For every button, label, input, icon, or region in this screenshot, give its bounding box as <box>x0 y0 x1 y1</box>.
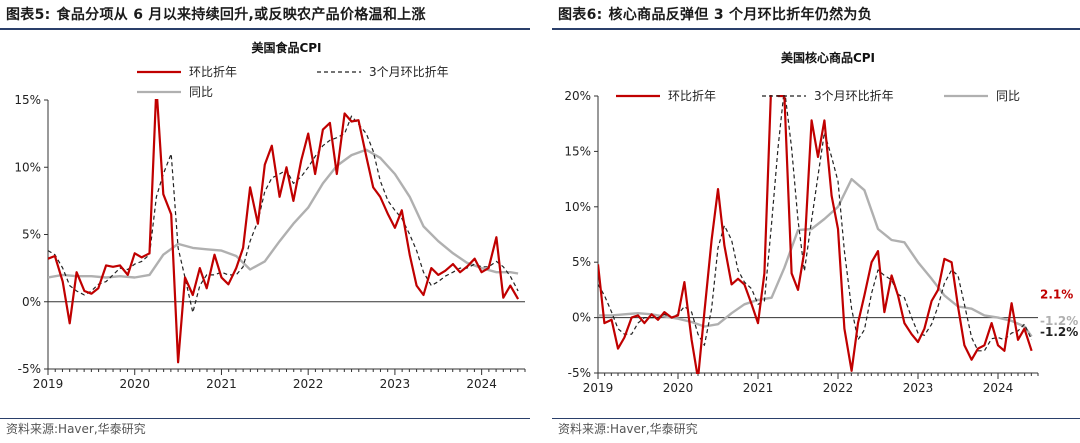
x-tick-label: 2022 <box>823 381 854 395</box>
x-tick-label: 2023 <box>380 377 411 391</box>
series-group <box>598 95 1033 374</box>
y-tick-label: 15% <box>14 93 41 107</box>
y-tick-label: 0% <box>572 311 591 325</box>
x-tick-label: 2019 <box>583 381 614 395</box>
figure-title-text: 核心商品反弹但 3 个月环比折年仍然为负 <box>608 7 873 23</box>
x-tick-label: 2024 <box>983 381 1014 395</box>
title-divider <box>0 28 530 30</box>
chart-title: 美国核心商品CPI <box>781 50 875 65</box>
title-divider <box>552 28 1080 30</box>
series-line-mom-annualized <box>598 95 1033 374</box>
figure-title: 图表6: 核心商品反弹但 3 个月环比折年仍然为负 <box>558 4 872 24</box>
x-tick-label: 2024 <box>466 377 497 391</box>
x-tick-label: 2020 <box>119 377 150 391</box>
figure-panel-6: 图表6: 核心商品反弹但 3 个月环比折年仍然为负 美国核心商品CPI -5% 0% 5… <box>552 0 1080 443</box>
legend-label: 环比折年 <box>668 88 716 103</box>
legend-label: 同比 <box>189 85 213 99</box>
x-tick-label: 2023 <box>903 381 934 395</box>
figure-label: 图表6: <box>558 7 603 23</box>
figure-panel-5: 图表5: 食品分项从 6 月以来持续回升,或反映农产品价格温和上涨 美国食品CPI… <box>0 0 530 443</box>
source-note: 资料来源:Haver,华泰研究 <box>558 422 698 436</box>
legend-label: 环比折年 <box>189 64 237 79</box>
series-line-3m-annualized <box>598 95 1033 352</box>
x-tick-label: 2021 <box>743 381 774 395</box>
series-line-yoy <box>48 148 519 279</box>
legend-label: 同比 <box>996 89 1020 103</box>
source-note: 资料来源:Haver,华泰研究 <box>6 422 146 436</box>
end-value-annotation: -1.2% <box>1040 314 1078 328</box>
y-tick-label: 20% <box>564 89 591 103</box>
y-tick-label: 10% <box>14 160 41 174</box>
end-value-annotation: 2.1% <box>1040 287 1073 301</box>
legend-label: 3个月环比折年 <box>369 64 449 79</box>
series-line-3m-annualized <box>48 115 519 314</box>
series-line-mom-annualized <box>48 99 520 364</box>
x-tick-label: 2020 <box>663 381 694 395</box>
series-group <box>48 99 520 364</box>
end-value-annotation: -1.2% <box>1040 325 1078 339</box>
core-goods-cpi-chart: 美国核心商品CPI -5% 0% 5% 10% 15% 20% 2019 2020 2021 202… <box>564 50 1078 395</box>
x-tick-label: 2022 <box>293 377 324 391</box>
y-tick-label: -5% <box>568 366 591 380</box>
food-cpi-chart: 美国食品CPI -5% 0% 5% 10% 15% 2019 2020 2021 2022 2023… <box>14 40 526 391</box>
figure-title-text: 食品分项从 6 月以来持续回升,或反映农产品价格温和上涨 <box>56 7 426 23</box>
y-tick-label: -5% <box>18 362 41 376</box>
y-tick-label: 5% <box>572 255 591 269</box>
x-tick-label: 2021 <box>206 377 237 391</box>
legend-label: 3个月环比折年 <box>814 88 894 103</box>
chart-title: 美国食品CPI <box>251 40 321 55</box>
y-tick-label: 0% <box>22 295 41 309</box>
figure-title: 图表5: 食品分项从 6 月以来持续回升,或反映农产品价格温和上涨 <box>6 4 426 24</box>
source-divider <box>0 418 530 419</box>
y-tick-label: 5% <box>22 228 41 242</box>
y-tick-label: 15% <box>564 144 591 158</box>
source-divider <box>552 418 1080 419</box>
y-tick-label: 10% <box>564 200 591 214</box>
figure-label: 图表5: <box>6 7 51 23</box>
x-tick-label: 2019 <box>33 377 64 391</box>
